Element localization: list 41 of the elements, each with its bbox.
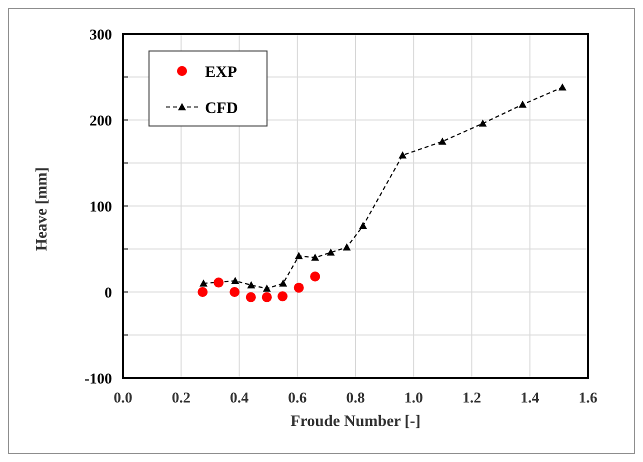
x-tick-label: 0.2 [172,390,190,407]
point [262,284,271,292]
x-axis-title: Froude Number [-] [290,413,421,430]
point [247,281,256,288]
point [279,279,288,287]
y-tick-label: -100 [84,371,112,388]
point [231,276,240,284]
point [558,83,566,91]
x-tick-label: 0.8 [346,390,365,407]
x-tick-label: 1.4 [520,390,540,407]
point [398,151,407,158]
point [278,291,288,302]
x-tick-label: 0.6 [288,390,308,407]
point [342,243,351,250]
point [359,222,368,229]
y-tick-label: 0 [104,285,112,302]
point [294,282,304,293]
point [326,248,335,256]
point [518,100,527,108]
legend-label: CFD [205,100,238,117]
y-tick-label: 100 [90,199,112,216]
point [311,254,320,261]
point [200,279,208,287]
point [294,252,303,260]
point [214,278,224,288]
x-tick-label: 1.2 [462,390,482,407]
y-tick-label: 300 [90,27,112,44]
point [246,292,256,302]
x-tick-label: 1.0 [404,390,423,407]
point [262,292,272,302]
y-axis-title: Heave [mm] [34,167,51,251]
point [310,272,320,282]
x-tick-label: 0.4 [230,390,250,407]
point [198,287,208,297]
x-tick-label: 0.0 [114,390,132,407]
legend-label: EXP [205,64,238,81]
point [478,119,487,127]
point [230,287,240,297]
x-tick-label: 1.6 [578,390,598,407]
point [438,138,446,145]
y-tick-label: 200 [90,113,112,130]
